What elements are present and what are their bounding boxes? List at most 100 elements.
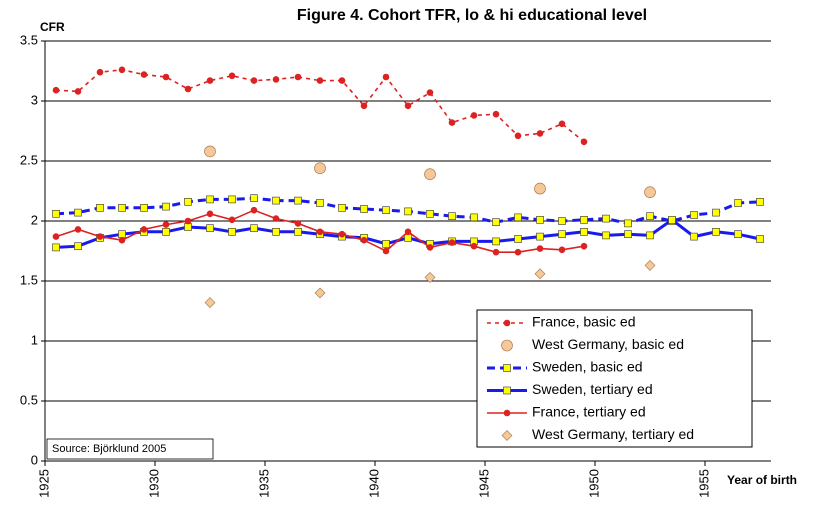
data-point (382, 240, 390, 248)
x-tick-label: 1950 (586, 469, 601, 498)
data-point (162, 202, 170, 211)
data-point (74, 242, 82, 250)
data-point (404, 234, 412, 242)
data-point (624, 219, 632, 228)
data-point (558, 217, 566, 225)
data-point (690, 211, 698, 219)
legend-marker (503, 319, 511, 327)
legend-label: West Germany, tertiary ed (532, 426, 694, 442)
data-point (536, 216, 544, 224)
data-point (52, 243, 60, 252)
data-point (272, 196, 280, 205)
data-point (118, 204, 126, 212)
data-point (382, 206, 390, 214)
data-point (206, 195, 214, 204)
legend-label: France, basic ed (532, 314, 636, 330)
data-point (74, 208, 82, 217)
annotation: Source: Björklund 2005 (52, 443, 166, 455)
data-point (536, 130, 544, 137)
data-point (314, 162, 326, 174)
data-point (668, 216, 676, 224)
data-point (74, 226, 82, 233)
data-point (536, 245, 544, 252)
data-point (712, 228, 720, 236)
data-point (52, 86, 60, 94)
data-point (338, 230, 346, 238)
data-point (646, 212, 654, 220)
x-tick-label: 1945 (476, 469, 491, 498)
legend-marker (503, 386, 511, 395)
chart-title: Figure 4. Cohort TFR, lo & hi educationa… (297, 7, 647, 24)
legend-label: Sweden, basic ed (532, 359, 643, 375)
data-point (294, 73, 302, 81)
x-tick-label: 1930 (146, 469, 161, 498)
data-point (184, 223, 192, 231)
data-point (294, 196, 302, 205)
legend-marker (501, 339, 513, 352)
x-tick-label: 1925 (36, 469, 51, 498)
data-point (602, 231, 610, 240)
data-point (426, 89, 434, 96)
data-point (734, 230, 742, 238)
data-point (250, 77, 258, 84)
data-point (382, 73, 390, 81)
data-point (644, 186, 656, 198)
data-point (360, 102, 368, 110)
data-point (404, 207, 412, 216)
data-point (228, 195, 236, 204)
data-point (536, 232, 544, 241)
data-point (690, 232, 698, 241)
data-point (492, 237, 500, 246)
data-point (272, 76, 280, 83)
legend-symbol (503, 364, 511, 372)
data-point (118, 236, 126, 244)
data-point (580, 138, 588, 146)
data-point (424, 168, 436, 180)
data-point (96, 68, 104, 76)
data-point (382, 247, 390, 255)
data-point (184, 198, 192, 206)
data-point (316, 228, 324, 236)
data-point (404, 102, 412, 110)
x-tick-label: 1940 (366, 469, 381, 498)
data-point (294, 220, 302, 227)
data-point (96, 204, 104, 212)
data-point (756, 198, 764, 206)
data-point (162, 221, 170, 228)
y-tick-label: 1 (31, 332, 38, 347)
data-point (426, 244, 434, 251)
legend-marker (503, 364, 511, 372)
y-tick-label: 1.5 (20, 272, 38, 287)
data-point (492, 218, 500, 226)
data-point (250, 224, 258, 232)
data-point (228, 216, 236, 224)
data-point (360, 205, 368, 213)
legend-box (476, 309, 753, 448)
legend-label: France, tertiary ed (532, 404, 646, 420)
data-point (580, 228, 588, 236)
data-point (140, 71, 148, 78)
data-point (756, 235, 764, 243)
y-tick-label: 0 (31, 452, 38, 467)
data-point (140, 226, 148, 233)
data-point (338, 204, 346, 212)
legend-label: West Germany, basic ed (532, 336, 684, 352)
annotation-box (46, 438, 214, 460)
data-point (492, 110, 500, 118)
x-tick-label: 1955 (696, 469, 711, 498)
data-point (514, 213, 522, 222)
y-tick-label: 3.5 (20, 32, 38, 47)
legend-symbol (501, 339, 513, 352)
data-point (52, 210, 60, 218)
data-point (580, 216, 588, 224)
data-point (118, 230, 126, 238)
data-point (184, 217, 192, 225)
y-tick-label: 2 (31, 212, 38, 227)
data-point (294, 228, 302, 236)
data-point (206, 77, 214, 84)
data-point (448, 212, 456, 220)
y-tick-label: 0.5 (20, 392, 38, 407)
data-point (206, 210, 214, 218)
legend-symbol (503, 386, 511, 395)
